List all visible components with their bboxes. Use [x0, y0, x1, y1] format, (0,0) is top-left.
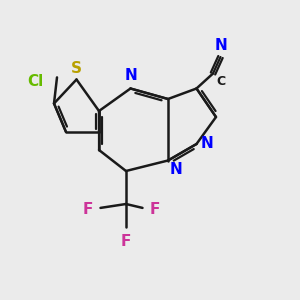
Text: Cl: Cl: [27, 74, 44, 88]
Text: N: N: [201, 136, 214, 152]
Text: N: N: [169, 162, 182, 177]
Text: S: S: [71, 61, 82, 76]
Text: N: N: [124, 68, 137, 83]
Text: F: F: [121, 234, 131, 249]
Text: C: C: [217, 75, 226, 88]
Text: N: N: [214, 38, 227, 53]
Text: F: F: [150, 202, 160, 217]
Text: F: F: [82, 202, 93, 217]
